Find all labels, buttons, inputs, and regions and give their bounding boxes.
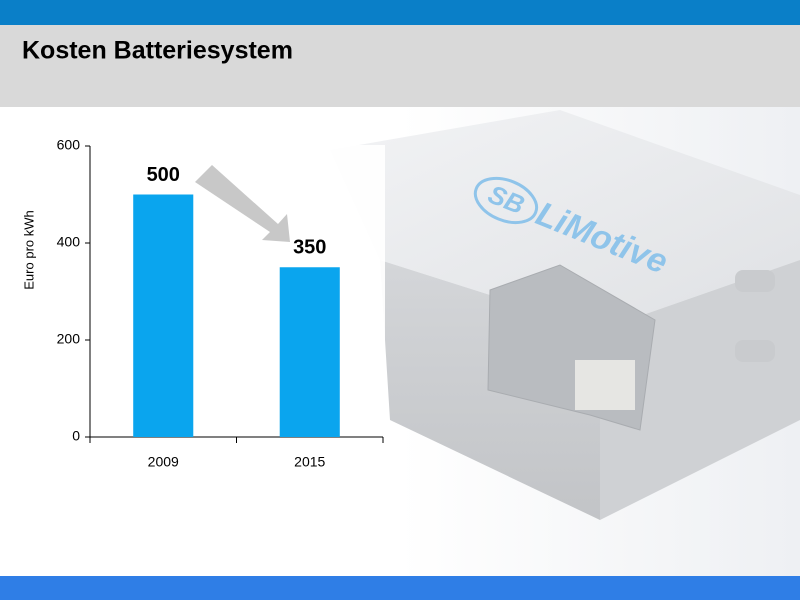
bar: [133, 194, 194, 437]
top-band: [0, 0, 800, 25]
data-label: 500: [147, 164, 180, 186]
slide-title: Kosten Batteriesystem: [22, 37, 293, 65]
y-axis-label: Euro pro kWh: [21, 210, 36, 289]
bottom-band: [0, 576, 800, 600]
header-band: [0, 25, 800, 107]
y-tick-label: 200: [57, 331, 81, 347]
arrow: [195, 165, 290, 242]
data-label: 350: [293, 237, 326, 259]
y-tick-label: 400: [57, 234, 81, 250]
y-tick-label: 0: [72, 428, 80, 444]
x-tick-label: 2015: [294, 454, 325, 470]
bar: [279, 267, 340, 437]
battery-illustration: SB LiMotive: [330, 110, 800, 520]
y-tick-label: 600: [57, 137, 81, 153]
x-tick-label: 2009: [148, 454, 179, 470]
